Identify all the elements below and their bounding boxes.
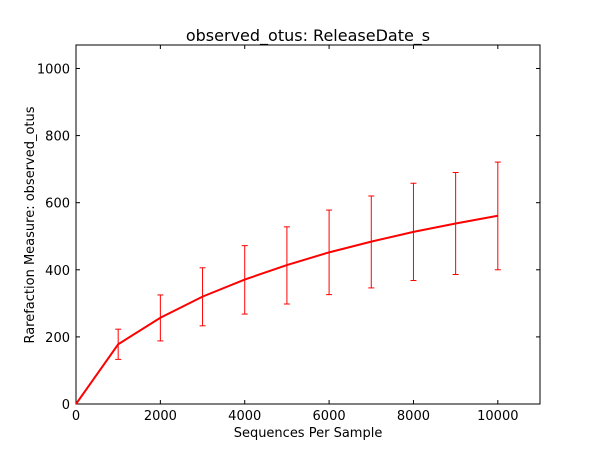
y-tick-label: 800 <box>45 130 70 145</box>
x-tick-label: 4000 <box>228 409 261 424</box>
y-tick-label: 600 <box>45 197 70 212</box>
axis-tick-labels: 0 2000 4000 6000 8000 10000 0 200 400 600 800 1000 <box>37 62 519 424</box>
y-tick-label: 400 <box>45 264 70 279</box>
x-tick-label: 2000 <box>144 409 177 424</box>
y-tick-label: 200 <box>45 331 70 346</box>
series-line <box>75 214 498 405</box>
x-tick-label: 6000 <box>313 409 346 424</box>
y-tick-label: 0 <box>62 398 70 413</box>
y-axis-label: Rarefaction Measure: observed_otus <box>23 106 38 343</box>
x-tick-label: 10000 <box>477 409 518 424</box>
x-axis-label: Sequences Per Sample <box>234 426 383 441</box>
plot-area <box>75 44 541 405</box>
x-tick-label: 0 <box>72 409 80 424</box>
x-tick-label: 8000 <box>397 409 430 424</box>
y-tick-label: 1000 <box>37 62 70 77</box>
axis-ticks <box>75 45 540 405</box>
chart-title: observed_otus: ReleaseDate_s <box>186 26 430 46</box>
